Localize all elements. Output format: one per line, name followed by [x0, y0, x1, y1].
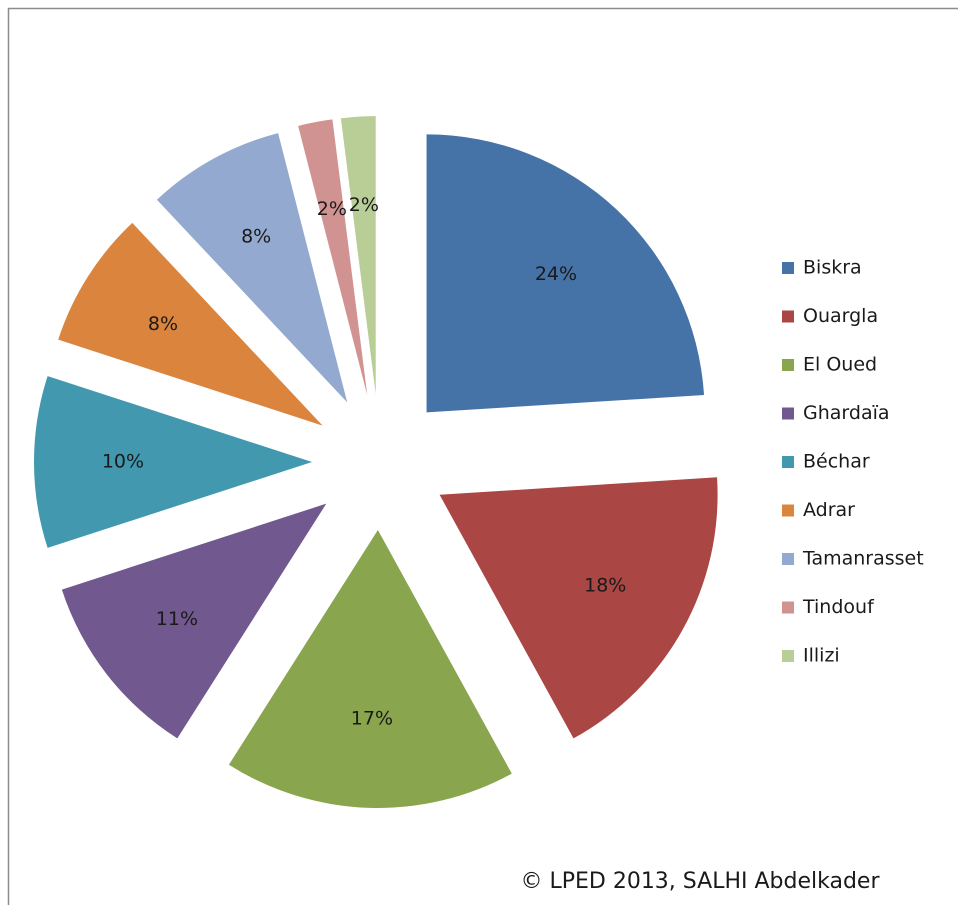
legend-label: Biskra: [803, 257, 862, 279]
data-label: 10%: [102, 451, 144, 473]
data-label: 2%: [317, 198, 347, 220]
pie-slice: [426, 134, 705, 413]
legend-label: Béchar: [803, 451, 870, 473]
data-label: 11%: [156, 608, 198, 630]
pie-slice: [298, 119, 368, 396]
legend-swatch: [782, 456, 794, 468]
legend-swatch: [782, 553, 794, 565]
legend-label: Tindouf: [802, 596, 875, 618]
data-label: 17%: [351, 707, 393, 729]
legend-label: Ouargla: [803, 305, 878, 327]
source-note: © LPED 2013, SALHI Abdelkader: [520, 869, 880, 894]
pie-slice: [340, 116, 376, 395]
legend-swatch: [782, 407, 794, 420]
pie-slice: [58, 222, 323, 426]
legend-swatch: [782, 504, 794, 517]
legend-label: Adrar: [803, 499, 855, 521]
data-label: 8%: [241, 225, 271, 247]
legend-swatch: [782, 310, 794, 323]
pie-slice: [439, 477, 718, 739]
data-label: 2%: [349, 194, 379, 216]
data-label: 8%: [148, 313, 178, 335]
pie-slice: [156, 133, 348, 403]
legend-label: Illizi: [803, 645, 840, 667]
data-label: 24%: [535, 263, 577, 285]
legend-swatch: [782, 359, 794, 371]
legend-swatch: [782, 601, 794, 614]
pie-slice: [34, 376, 312, 548]
legend-label: Ghardaïa: [803, 402, 890, 424]
legend-label: El Oued: [803, 354, 877, 376]
legend-swatch: [782, 650, 794, 662]
legend-swatch: [782, 262, 794, 274]
legend-label: Tamanrasset: [802, 548, 924, 570]
pie-slice: [228, 529, 512, 808]
pie-slice: [61, 503, 327, 739]
data-label: 18%: [584, 574, 626, 596]
